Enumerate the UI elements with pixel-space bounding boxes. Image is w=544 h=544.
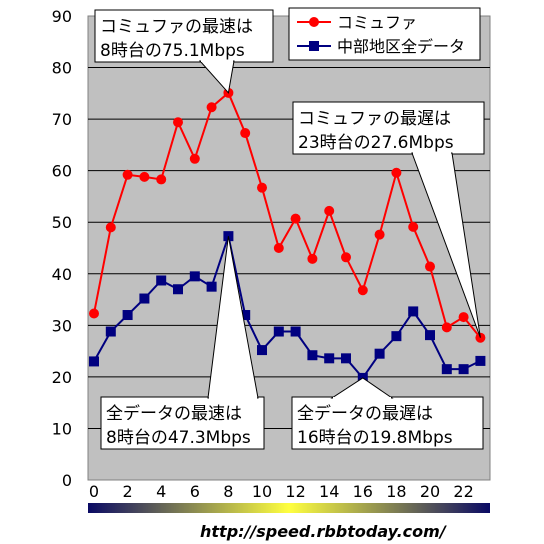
data-point	[458, 312, 469, 323]
y-tick-label: 50	[52, 213, 72, 232]
callout-box	[100, 396, 265, 450]
data-point	[240, 128, 251, 139]
data-point	[257, 345, 267, 356]
callout-line-2: 8時台の47.3Mbps	[106, 428, 251, 448]
data-point	[391, 167, 402, 178]
data-point	[408, 306, 419, 317]
legend-marker-series-0	[309, 17, 319, 27]
callout-line-1: コミュファの最遅は	[298, 109, 451, 129]
data-point	[89, 356, 99, 367]
y-tick-label: 40	[52, 265, 72, 284]
callout-1: コミュファの最遅は 23時台の27.6Mbps	[292, 101, 485, 338]
callout-2: 全データの最速は 8時台の47.3Mbps	[100, 236, 265, 450]
x-tick-label: 14	[319, 482, 339, 501]
x-tick-label: 10	[252, 482, 272, 501]
callout-line-2: 23時台の27.6Mbps	[298, 133, 454, 153]
x-tick-label: 2	[123, 482, 133, 501]
callout-box	[292, 101, 485, 155]
data-point	[173, 117, 183, 128]
data-point	[374, 348, 385, 359]
data-point	[458, 364, 469, 375]
source-url: http://speed.rbbtoday.com/	[200, 522, 447, 541]
callout-0: コミュファの最速は 8時台の75.1Mbps	[94, 9, 274, 94]
data-point	[391, 331, 402, 342]
callout-3: 全データの最遅は 16時台の19.8Mbps	[291, 377, 484, 450]
x-tick-label: 8	[223, 482, 233, 501]
data-point	[273, 326, 284, 337]
x-tick-label: 20	[420, 482, 440, 501]
x-tick-label: 22	[453, 482, 473, 501]
data-point	[189, 153, 200, 164]
data-point	[257, 182, 267, 193]
series	[89, 87, 486, 383]
y-tick-label: 70	[52, 110, 72, 129]
data-point	[441, 364, 452, 375]
y-tick-label: 30	[52, 316, 72, 335]
time-of-day-bar	[88, 503, 490, 513]
callout-box	[291, 396, 484, 450]
y-tick-label: 0	[62, 471, 72, 490]
data-point	[273, 243, 284, 253]
data-point	[139, 293, 150, 304]
callout-line-1: コミュファの最速は	[100, 17, 253, 37]
callout-line-1: 全データの最速は	[106, 403, 242, 424]
data-point	[290, 213, 301, 224]
data-point	[173, 284, 183, 295]
y-tick-label: 10	[52, 419, 72, 438]
x-tick-label: 18	[386, 482, 406, 501]
callout-line-2: 8時台の75.1Mbps	[100, 41, 245, 61]
data-point	[105, 222, 116, 233]
legend-box	[288, 7, 481, 61]
data-point	[206, 102, 217, 113]
callout-line-1: 全データの最遅は	[297, 403, 433, 424]
data-point	[240, 310, 251, 321]
data-point	[122, 169, 133, 180]
annotations: コミュファの最速は 8時台の75.1Mbps コミュファの最遅は 23時台の27.6M…	[94, 9, 485, 450]
legend: コミュファ 中部地区全データ	[288, 7, 481, 61]
data-point	[307, 253, 318, 264]
data-point	[189, 271, 200, 282]
y-tick-label: 80	[52, 59, 72, 78]
data-point	[122, 310, 133, 321]
data-point	[357, 285, 368, 296]
x-axis: 0 2 4 6 8 10 12 14 16 18 20 22	[89, 482, 474, 501]
y-tick-label: 60	[52, 162, 72, 181]
data-point	[341, 252, 351, 263]
x-tick-label: 12	[285, 482, 305, 501]
callout-line-2: 16時台の19.8Mbps	[297, 428, 453, 448]
x-tick-label: 4	[156, 482, 166, 501]
data-point	[206, 281, 217, 292]
callout-box	[94, 9, 274, 63]
data-point	[290, 326, 301, 337]
x-tick-label: 0	[89, 482, 99, 501]
data-point	[307, 350, 318, 361]
data-point	[341, 353, 351, 364]
data-point	[139, 171, 150, 182]
series-0	[89, 87, 486, 343]
y-axis: 0 10 20 30 40 50 60 70 80 90	[52, 7, 72, 490]
data-point	[89, 308, 99, 319]
data-point	[156, 174, 167, 185]
data-point	[324, 205, 335, 216]
x-tick-label: 16	[353, 482, 373, 501]
x-tick-label: 6	[190, 482, 200, 501]
legend-marker-series-1	[309, 41, 319, 51]
y-tick-label: 20	[52, 368, 72, 387]
y-tick-label: 90	[52, 7, 72, 26]
data-point	[475, 355, 486, 366]
data-point	[105, 326, 116, 337]
legend-label-series-1: 中部地区全データ	[337, 37, 465, 56]
data-point	[374, 229, 385, 240]
data-point	[324, 353, 335, 364]
data-point	[408, 221, 419, 232]
data-point	[441, 322, 452, 333]
data-point	[425, 261, 435, 272]
data-point	[425, 330, 435, 341]
legend-label-series-0: コミュファ	[337, 13, 417, 32]
data-point	[156, 275, 167, 286]
